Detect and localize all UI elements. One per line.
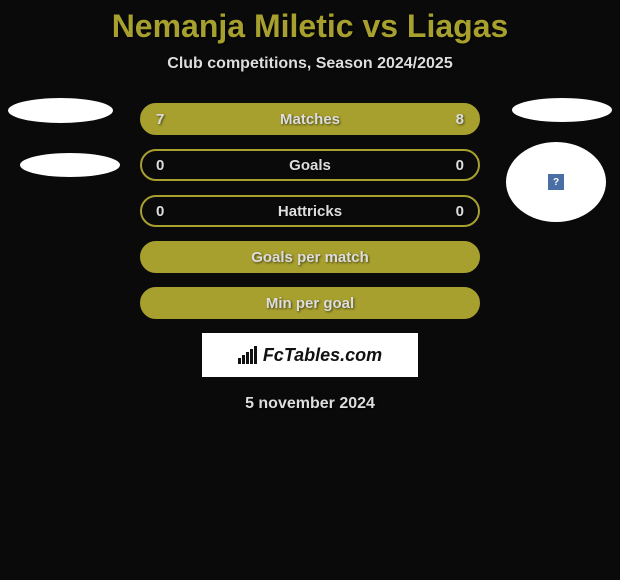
logo-box: FcTables.com: [202, 333, 418, 377]
stat-value-right: 0: [456, 203, 464, 220]
content-area: ? 7 Matches 8 0 Goals 0 0 Hattricks 0 Go…: [0, 103, 620, 413]
stat-value-right: 0: [456, 157, 464, 174]
stat-label: Goals per match: [142, 249, 478, 266]
comparison-infographic: Nemanja Miletic vs Liagas Club competiti…: [0, 0, 620, 413]
stat-rows: 7 Matches 8 0 Goals 0 0 Hattricks 0 Goal…: [140, 103, 480, 319]
avatar-left-1: [8, 98, 113, 123]
right-avatars: ?: [506, 98, 612, 222]
avatar-left-2: [20, 153, 120, 177]
stat-label: Hattricks: [142, 203, 478, 220]
stat-value-right: 8: [456, 111, 464, 128]
stat-row-hattricks: 0 Hattricks 0: [140, 195, 480, 227]
page-title: Nemanja Miletic vs Liagas: [0, 8, 620, 45]
subtitle: Club competitions, Season 2024/2025: [0, 55, 620, 73]
avatar-right-2: ?: [506, 142, 606, 222]
stat-label: Goals: [142, 157, 478, 174]
stat-row-matches: 7 Matches 8: [140, 103, 480, 135]
stat-label: Min per goal: [142, 295, 478, 312]
stat-row-goals-per-match: Goals per match: [140, 241, 480, 273]
chart-bars-icon: [238, 346, 257, 364]
avatar-right-1: [512, 98, 612, 122]
logo-text: FcTables.com: [263, 345, 382, 366]
date-text: 5 november 2024: [0, 395, 620, 413]
logo: FcTables.com: [238, 345, 382, 366]
question-icon: ?: [548, 174, 564, 190]
stat-label: Matches: [142, 111, 478, 128]
stat-row-goals: 0 Goals 0: [140, 149, 480, 181]
stat-row-min-per-goal: Min per goal: [140, 287, 480, 319]
left-avatars: [8, 98, 120, 197]
